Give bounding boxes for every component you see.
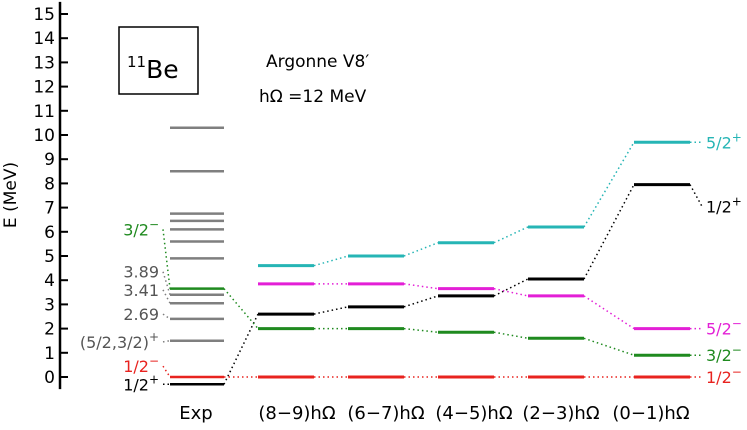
column-label: (0−1)hΩ [612, 403, 689, 424]
column-label: (8−9)hΩ [258, 403, 335, 424]
exp-label: 1/2− [123, 354, 159, 376]
y-tick-label: 7 [44, 199, 55, 219]
y-tick-label: 6 [44, 223, 55, 243]
y-tick-label: 9 [44, 150, 55, 170]
exp-label: 3/2− [123, 217, 159, 239]
y-tick-label: 2 [44, 320, 55, 340]
connector [493, 226, 529, 244]
exp-label: 3.41 [123, 281, 159, 300]
connector [313, 306, 349, 315]
column-label: (6−7)hΩ [347, 403, 424, 424]
exp-label-connector [162, 339, 171, 343]
y-tick-label: 14 [33, 29, 55, 49]
connector [313, 255, 349, 267]
y-tick-label: 3 [44, 295, 55, 315]
exp-label-connector [162, 229, 171, 289]
nucleus-mass: 11 [127, 53, 146, 71]
level-labels: 5/2+1/2+5/2−3/2−1/2−1/2+1/2−(5/2,3/2)+2.… [80, 130, 742, 394]
nucleus-box [118, 26, 199, 95]
basis-label: hΩ =12 MeV [259, 87, 367, 107]
connector [403, 327, 439, 333]
nucleus-label: 11Be [127, 53, 179, 84]
connector [493, 287, 529, 297]
series-label: 3/2− [706, 343, 742, 365]
y-tick-label: 5 [44, 247, 55, 267]
nucleus-symbol: Be [146, 55, 179, 84]
y-tick-label: 10 [33, 126, 55, 146]
levels [170, 126, 690, 386]
connector [493, 331, 529, 340]
y-tick-label: 15 [33, 5, 55, 25]
y-tick-label: 12 [33, 78, 55, 98]
y-tick-label: 4 [44, 271, 55, 291]
connector [403, 241, 439, 257]
connector [223, 288, 259, 330]
series-label: 1/2+ [706, 194, 742, 216]
exp-label: (5/2,3/2)+ [80, 330, 159, 352]
connector [583, 295, 635, 330]
series-label: 5/2− [706, 317, 742, 339]
connector [223, 313, 259, 385]
connector [583, 337, 635, 356]
series-label: 1/2− [706, 365, 742, 387]
column-label: Exp [179, 403, 212, 424]
exp-label-connector [162, 313, 171, 320]
label-connector [689, 184, 703, 207]
exp-label: 2.69 [123, 305, 159, 324]
series-label: 5/2+ [706, 130, 742, 152]
exp-label-connector [162, 289, 171, 304]
connector [403, 295, 439, 308]
y-tick-label: 8 [44, 174, 55, 194]
connector [403, 283, 439, 290]
y-tick-label: 0 [44, 368, 55, 388]
interaction-label: Argonne V8′ [266, 52, 369, 72]
column-label: (4−5)hΩ [435, 403, 512, 424]
connector [583, 184, 635, 280]
column-labels: Exp (8−9)hΩ (6−7)hΩ (4−5)hΩ (2−3)hΩ (0−1)hΩ [179, 403, 690, 424]
connector [493, 278, 529, 297]
connector [583, 141, 635, 228]
y-tick-label: 11 [33, 102, 55, 122]
y-axis-label: E (MeV) [1, 162, 21, 228]
exp-label: 1/2+ [123, 372, 159, 394]
exp-label-connector [162, 365, 171, 378]
y-tick-label: 13 [33, 53, 55, 73]
connector-lines [162, 141, 703, 386]
exp-label: 3.89 [123, 263, 159, 282]
y-tick-label: 1 [44, 344, 55, 364]
column-label: (2−3)hΩ [522, 403, 599, 424]
